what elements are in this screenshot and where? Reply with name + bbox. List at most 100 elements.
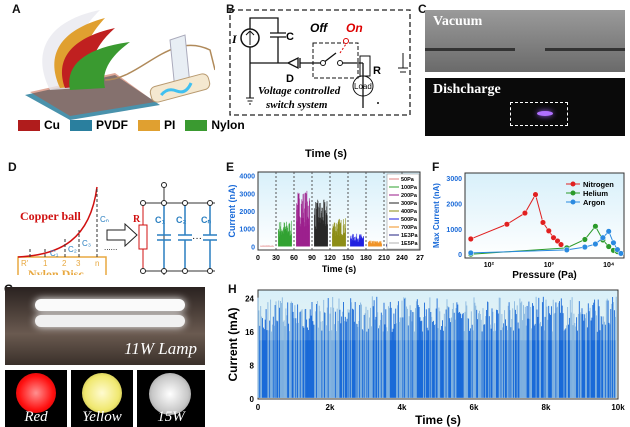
- caption-line-2: switch system: [265, 99, 328, 111]
- x-tick-label: 150: [342, 255, 354, 262]
- legend-label-700Pa: 700Pa: [401, 225, 418, 231]
- legend-swatch: [138, 119, 161, 131]
- nylon-disc-label: Nylon Disc: [28, 267, 84, 275]
- panel-label-f: F: [432, 160, 440, 174]
- data-point-Helium: [592, 223, 599, 230]
- data-point-Argon: [581, 244, 588, 251]
- legend-label-100Pa: 100Pa: [401, 185, 418, 191]
- cap-label: C₂: [176, 215, 187, 225]
- data-point-Nitrogen: [539, 219, 547, 226]
- x-tick-label: 10³: [544, 262, 555, 269]
- red-bulb: [16, 373, 56, 413]
- legend-swatch: [185, 119, 208, 131]
- legend-label-50Pa: 50Pa: [401, 177, 415, 183]
- y-tick-label: 2000: [239, 209, 255, 216]
- legend-pvdf: PVDF: [70, 118, 128, 132]
- x-tick-label: 30: [272, 255, 280, 262]
- contact-model-diagram: Copper ball Nylon Disc R' 1 2 3 n C₁ C₂ …: [17, 182, 217, 275]
- plasma-glow: [537, 111, 553, 116]
- on-label: On: [346, 21, 363, 35]
- resistor-label: R: [373, 65, 381, 77]
- stray-axis-label: Time (s): [305, 148, 347, 160]
- legend-label-Nitrogen: Nitrogen: [583, 180, 614, 189]
- lamp-tube: [35, 315, 185, 327]
- teng-device-illustration: [25, 10, 215, 120]
- off-label: Off: [310, 21, 328, 35]
- legend-label: PVDF: [96, 118, 129, 132]
- x-tick-label: 6k: [470, 403, 479, 412]
- electrode-left: [425, 48, 515, 51]
- x-axis-label: Time (s): [415, 413, 461, 427]
- x-tick-label: 27: [416, 255, 424, 262]
- yellow-caption: Yellow: [82, 409, 122, 425]
- lamp-tube: [35, 299, 185, 311]
- x-tick-label: 10⁴: [603, 262, 615, 269]
- chart-e-current-vs-time: 0 1000 2000 3000 4000 0 30 60 90 120 150 180 210 240 2…: [227, 171, 424, 274]
- cap-label: C₃: [82, 239, 91, 248]
- material-legend: Cu PVDF PI Nylon: [18, 118, 245, 132]
- cap-label: C₂: [68, 245, 77, 254]
- y-tick-label: 16: [245, 328, 254, 337]
- legend-label-Helium: Helium: [583, 189, 608, 198]
- legend-label-300Pa: 300Pa: [401, 201, 418, 207]
- data-point-Nitrogen: [503, 221, 510, 228]
- position-label: 3: [76, 259, 81, 268]
- chart-f-max-current-vs-pressure: 0 1000 2000 3000 10² 10³ 10⁴ Pressure (Pa) Max C…: [432, 172, 625, 280]
- load-label: Load: [354, 82, 372, 91]
- legend-marker-Nitrogen: [570, 181, 576, 187]
- discharge-photo: Dishcharge: [425, 78, 625, 136]
- position-label: n: [95, 259, 99, 268]
- 15w-caption: 15W: [157, 409, 185, 425]
- vacuum-photo: Vacuum: [425, 10, 625, 72]
- panel-label-h: H: [228, 282, 237, 296]
- x-tick-label: 210: [378, 255, 390, 262]
- lamp-photo: 11W Lamp: [5, 287, 205, 365]
- y-axis-label: Current (mA): [226, 307, 240, 381]
- data-point-Argon: [599, 234, 606, 241]
- electrode-right: [545, 48, 625, 51]
- x-tick-label: 0: [256, 403, 261, 412]
- y-axis-label: Current (nA): [227, 185, 237, 238]
- data-point-Argon: [614, 246, 621, 253]
- panel-label-b: B: [226, 2, 235, 16]
- data-point-Argon: [467, 249, 474, 256]
- switch-circuit-diagram: I C D Off On R Load Voltage controlled s…: [229, 9, 411, 116]
- data-point-Nitrogen: [521, 210, 528, 217]
- y-tick-label: 1000: [239, 227, 255, 234]
- x-tick-label: 8k: [542, 403, 551, 412]
- current-source-label: I: [231, 32, 238, 46]
- legend-pi: PI: [138, 118, 175, 132]
- legend-swatch: [18, 119, 40, 131]
- legend-swatch: [70, 119, 92, 131]
- resistor-label: R: [133, 214, 141, 225]
- cap-label: C₁: [50, 249, 59, 258]
- vacuum-caption: Vacuum: [433, 14, 483, 29]
- copper-ball-label: Copper ball: [20, 209, 81, 223]
- white-bulb-photo: 15W: [137, 370, 205, 427]
- ellipsis: ···: [192, 233, 202, 244]
- legend-cu: Cu: [18, 118, 60, 132]
- legend-label-Argon: Argon: [583, 198, 605, 207]
- cap-label: C₁: [155, 215, 165, 225]
- data-point-Nitrogen: [550, 234, 557, 241]
- red-caption: Red: [24, 409, 48, 425]
- y-tick-label: 24: [245, 294, 254, 303]
- cap-label: Cₙ: [100, 215, 109, 224]
- panel-label-e: E: [226, 160, 235, 174]
- legend-label-200Pa: 200Pa: [401, 193, 418, 199]
- x-tick-label: 180: [360, 255, 372, 262]
- position-label: 2: [62, 259, 67, 268]
- data-point-Helium: [581, 236, 588, 243]
- data-point-Nitrogen: [532, 191, 539, 198]
- ellipsis: ......: [104, 243, 117, 252]
- data-point-Argon: [563, 246, 570, 253]
- legend-nylon: Nylon: [185, 118, 245, 132]
- contact-r-label: R': [21, 259, 29, 268]
- discharge-highlight-box: [510, 102, 568, 126]
- arrow-icon: [106, 222, 138, 248]
- y-tick-label: 0: [251, 244, 255, 251]
- data-point-Argon: [617, 250, 624, 257]
- legend-marker-Argon: [570, 199, 576, 205]
- y-tick-label: 3000: [446, 176, 462, 183]
- cap-label: Cₙ: [201, 215, 211, 225]
